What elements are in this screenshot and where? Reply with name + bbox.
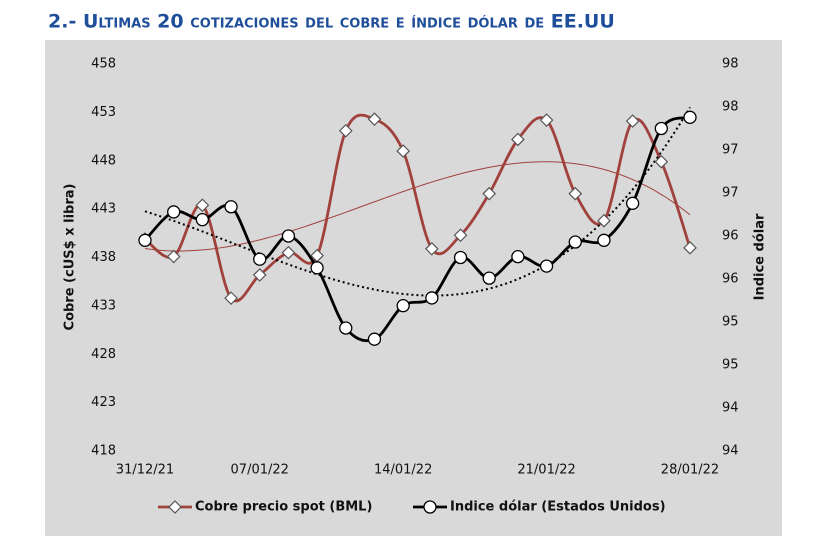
y2-axis-label: Indice dólar bbox=[753, 213, 768, 300]
data-point bbox=[453, 228, 468, 243]
data-point bbox=[224, 200, 238, 214]
data-point bbox=[423, 500, 437, 514]
data-point bbox=[539, 113, 554, 127]
y-tick-label: 448 bbox=[91, 153, 116, 168]
data-point bbox=[654, 154, 669, 169]
y-tick-label: 423 bbox=[91, 395, 116, 410]
legend-label: Cobre precio spot (BML) bbox=[195, 500, 372, 515]
data-point bbox=[396, 144, 411, 158]
data-point bbox=[367, 112, 382, 126]
data-point bbox=[224, 291, 238, 305]
y-tick-label: 453 bbox=[91, 105, 116, 120]
data-point bbox=[482, 186, 497, 201]
data-point bbox=[252, 268, 267, 282]
x-tick-label: 21/01/22 bbox=[517, 463, 575, 478]
data-point bbox=[310, 261, 324, 275]
chart-title: 2.- Ultimas 20 cotizaciones del cobre e … bbox=[48, 11, 615, 33]
y2-tick-label: 95 bbox=[722, 315, 739, 330]
data-point bbox=[683, 240, 697, 255]
data-point bbox=[511, 132, 525, 147]
y-tick-label: 438 bbox=[91, 250, 116, 265]
y-tick-label: 418 bbox=[91, 444, 116, 459]
data-point bbox=[511, 249, 525, 264]
y-tick-label: 443 bbox=[91, 202, 116, 217]
data-point bbox=[625, 196, 640, 210]
y-axis-label: Cobre (cUS$ x libra) bbox=[63, 184, 78, 331]
data-point bbox=[568, 235, 582, 249]
data-point bbox=[281, 229, 296, 243]
data-point bbox=[597, 213, 611, 228]
y2-tick-label: 95 bbox=[722, 358, 739, 373]
x-tick-label: 31/12/21 bbox=[116, 463, 174, 478]
y2-tick-label: 94 bbox=[722, 444, 739, 459]
data-point bbox=[683, 110, 697, 124]
data-point bbox=[568, 186, 583, 201]
data-point bbox=[625, 114, 640, 128]
data-point bbox=[138, 233, 152, 247]
data-point bbox=[168, 500, 182, 514]
data-point bbox=[424, 241, 439, 256]
data-point bbox=[166, 249, 181, 264]
data-point bbox=[482, 271, 496, 285]
y-tick-label: 458 bbox=[91, 57, 116, 72]
data-point bbox=[195, 213, 210, 227]
data-point bbox=[654, 121, 668, 136]
legend-label: Indice dólar (Estados Unidos) bbox=[450, 500, 666, 515]
y2-tick-label: 94 bbox=[722, 401, 739, 416]
trendline bbox=[144, 106, 691, 297]
data-point bbox=[396, 299, 410, 313]
x-tick-label: 28/01/22 bbox=[661, 463, 719, 478]
y2-tick-label: 97 bbox=[722, 186, 739, 201]
data-point bbox=[539, 259, 554, 273]
y2-tick-label: 98 bbox=[722, 100, 739, 115]
data-point bbox=[339, 321, 353, 335]
data-point bbox=[338, 123, 353, 138]
data-point bbox=[167, 205, 181, 219]
data-point bbox=[195, 198, 210, 213]
y-tick-label: 428 bbox=[91, 347, 116, 362]
data-point bbox=[367, 332, 382, 346]
y2-tick-label: 98 bbox=[722, 57, 739, 72]
data-point bbox=[425, 291, 439, 305]
y2-tick-label: 96 bbox=[722, 229, 739, 244]
data-point bbox=[597, 233, 611, 247]
y2-tick-label: 96 bbox=[722, 272, 739, 287]
data-point bbox=[253, 252, 267, 266]
y-tick-label: 433 bbox=[91, 298, 116, 313]
y2-tick-label: 97 bbox=[722, 143, 739, 158]
data-point bbox=[281, 245, 296, 260]
data-point bbox=[453, 250, 468, 265]
x-tick-label: 07/01/22 bbox=[231, 463, 289, 478]
x-tick-label: 14/01/22 bbox=[374, 463, 432, 478]
